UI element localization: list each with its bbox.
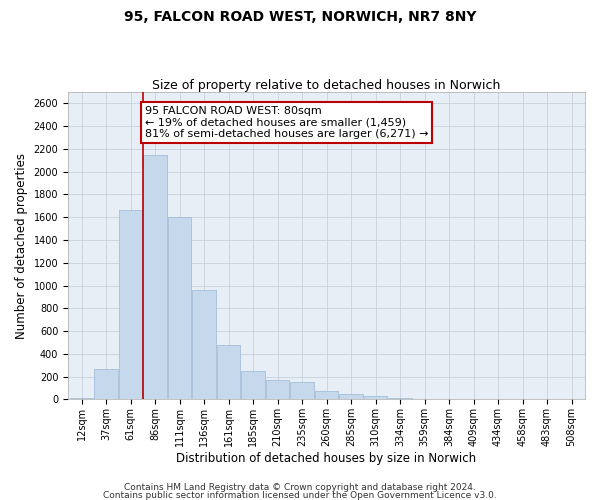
- Bar: [241, 371, 265, 400]
- Text: 95 FALCON ROAD WEST: 80sqm
← 19% of detached houses are smaller (1,459)
81% of s: 95 FALCON ROAD WEST: 80sqm ← 19% of deta…: [145, 106, 428, 139]
- Bar: [388, 398, 412, 400]
- Bar: [290, 382, 314, 400]
- Bar: [70, 398, 93, 400]
- Bar: [340, 394, 362, 400]
- Bar: [119, 210, 142, 400]
- Bar: [437, 398, 461, 400]
- Text: 95, FALCON ROAD WEST, NORWICH, NR7 8NY: 95, FALCON ROAD WEST, NORWICH, NR7 8NY: [124, 10, 476, 24]
- Bar: [413, 398, 436, 400]
- Bar: [217, 345, 240, 400]
- Title: Size of property relative to detached houses in Norwich: Size of property relative to detached ho…: [152, 79, 501, 92]
- Bar: [315, 391, 338, 400]
- Bar: [168, 217, 191, 400]
- Bar: [143, 154, 167, 400]
- Bar: [94, 368, 118, 400]
- Text: Contains HM Land Registry data © Crown copyright and database right 2024.: Contains HM Land Registry data © Crown c…: [124, 484, 476, 492]
- Text: Contains public sector information licensed under the Open Government Licence v3: Contains public sector information licen…: [103, 490, 497, 500]
- Bar: [266, 380, 289, 400]
- Y-axis label: Number of detached properties: Number of detached properties: [15, 152, 28, 338]
- X-axis label: Distribution of detached houses by size in Norwich: Distribution of detached houses by size …: [176, 452, 476, 465]
- Bar: [364, 396, 387, 400]
- Bar: [193, 290, 215, 400]
